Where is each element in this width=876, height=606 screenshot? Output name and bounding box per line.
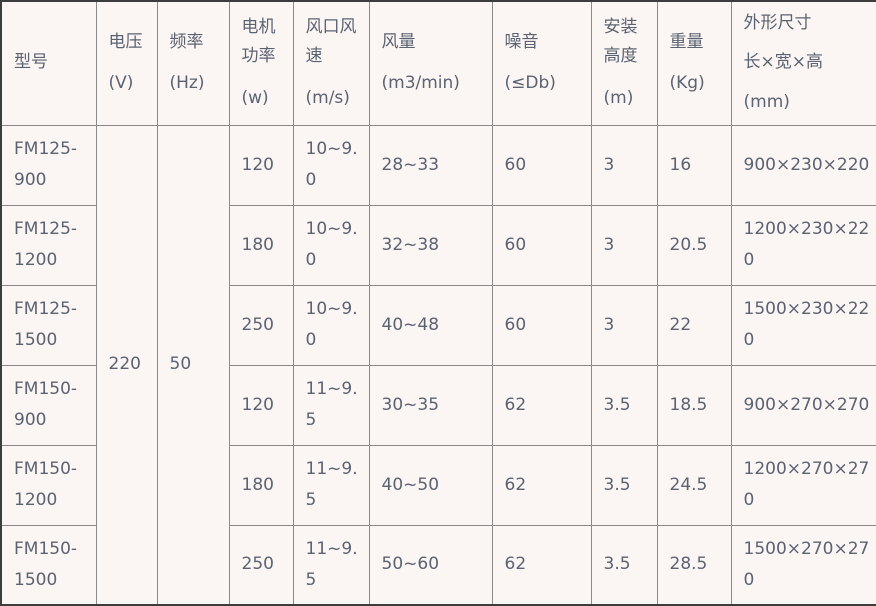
- cell-weight: 28.5: [656, 524, 732, 606]
- column-unit: (≤Db): [504, 73, 556, 94]
- column-unit: (m): [603, 88, 634, 109]
- cell-noise: 60: [491, 204, 592, 286]
- cell-wind-speed: 10~9.0: [292, 204, 370, 286]
- column-label: 电压: [108, 31, 143, 52]
- cell-power: 250: [228, 524, 294, 606]
- col-header-frequency: 频率 (Hz): [156, 0, 230, 126]
- cell-dimensions: 1500×270×270: [730, 524, 876, 606]
- cell-noise: 62: [491, 524, 592, 606]
- cell-wind-speed: 11~9.5: [292, 364, 370, 446]
- cell-air-volume: 28~33: [368, 124, 493, 206]
- cell-model: FM150-1200: [0, 444, 97, 526]
- cell-power: 180: [228, 444, 294, 526]
- cell-weight: 20.5: [656, 204, 732, 286]
- cell-model: FM125-1200: [0, 204, 97, 286]
- cell-model: FM150-1500: [0, 524, 97, 606]
- cell-install-height: 3.5: [590, 364, 658, 446]
- table-row: FM125-900 220 50 120 10~9.0 28~33 60 3 16 900×230…: [0, 124, 876, 606]
- cell-noise: 62: [491, 444, 592, 526]
- cell-power: 250: [228, 284, 294, 366]
- col-header-model: 型号: [0, 0, 97, 126]
- cell-weight: 16: [656, 124, 732, 206]
- cell-power: 120: [228, 124, 294, 206]
- header-row: 型号 电压 (V) 频率 (Hz) 电机功率 (w) 风口风速 (m/s): [0, 0, 876, 126]
- cell-install-height: 3.5: [590, 444, 658, 526]
- cell-air-volume: 40~50: [368, 444, 493, 526]
- cell-dimensions: 1500×230×220: [730, 284, 876, 366]
- column-label: 重量: [669, 31, 704, 52]
- cell-install-height: 3.5: [590, 524, 658, 606]
- column-label: 外形尺寸: [743, 12, 812, 33]
- cell-air-volume: 30~35: [368, 364, 493, 446]
- cell-model: FM125-1500: [0, 284, 97, 366]
- cell-voltage-merged: 220: [95, 124, 158, 606]
- cell-noise: 60: [491, 124, 592, 206]
- column-unit: (Hz): [169, 73, 205, 94]
- cell-model: FM125-900: [0, 124, 97, 206]
- column-unit: (w): [241, 88, 269, 109]
- column-label: 噪音: [504, 31, 539, 52]
- table-row: FM125-1500 250 10~9.0 40~48 60 3 22 1500×230×22…: [0, 284, 876, 366]
- cell-power: 120: [228, 364, 294, 446]
- column-unit: (Kg): [669, 73, 705, 94]
- spec-table-body: FM125-900 220 50 120 10~9.0 28~33 60 3 16 900×230…: [0, 124, 876, 606]
- cell-air-volume: 40~48: [368, 284, 493, 366]
- cell-install-height: 3: [590, 204, 658, 286]
- column-label: 安装高度: [603, 16, 638, 67]
- col-header-weight: 重量 (Kg): [656, 0, 732, 126]
- table-header: 型号 电压 (V) 频率 (Hz) 电机功率 (w) 风口风速 (m/s): [0, 0, 876, 126]
- col-header-voltage: 电压 (V): [95, 0, 158, 126]
- cell-wind-speed: 10~9.0: [292, 124, 370, 206]
- cell-dimensions: 900×230×220: [730, 124, 876, 206]
- table-row: FM150-900 120 11~9.5 30~35 62 3.5 18.5 900×270×…: [0, 364, 876, 446]
- cell-install-height: 3: [590, 124, 658, 206]
- table-row: FM150-1500 250 11~9.5 50~60 62 3.5 28.5 1500×27…: [0, 524, 876, 606]
- table-row: FM150-1200 180 11~9.5 40~50 62 3.5 24.5 1200×27…: [0, 444, 876, 526]
- col-header-air-volume: 风量 (m3/min): [368, 0, 493, 126]
- col-header-noise: 噪音 (≤Db): [491, 0, 592, 126]
- cell-noise: 62: [491, 364, 592, 446]
- cell-power: 180: [228, 204, 294, 286]
- column-unit: (m/s): [305, 88, 350, 109]
- col-header-dimensions: 外形尺寸 长×宽×高 (mm): [730, 0, 876, 126]
- cell-install-height: 3: [590, 284, 658, 366]
- column-unit: (mm): [743, 92, 790, 113]
- cell-frequency-merged: 50: [156, 124, 230, 606]
- col-header-install-height: 安装高度 (m): [590, 0, 658, 126]
- column-label: 电机功率: [241, 16, 276, 67]
- col-header-wind-speed: 风口风速 (m/s): [292, 0, 370, 126]
- cell-noise: 60: [491, 284, 592, 366]
- cell-dimensions: 1200×230×220: [730, 204, 876, 286]
- cell-dimensions: 1200×270×270: [730, 444, 876, 526]
- cell-weight: 24.5: [656, 444, 732, 526]
- column-label: 风量: [381, 31, 416, 52]
- col-header-power: 电机功率 (w): [228, 0, 294, 126]
- cell-air-volume: 32~38: [368, 204, 493, 286]
- table-row: FM125-1200 180 10~9.0 32~38 60 3 20.5 1200×230×…: [0, 204, 876, 286]
- cell-weight: 22: [656, 284, 732, 366]
- cell-dimensions: 900×270×270: [730, 364, 876, 446]
- cell-wind-speed: 11~9.5: [292, 444, 370, 526]
- column-unit: (m3/min): [381, 73, 460, 94]
- column-label: 风口风速: [305, 16, 357, 67]
- column-unit: (V): [108, 73, 134, 94]
- column-label: 频率: [169, 31, 204, 52]
- column-label: 型号: [14, 52, 48, 73]
- cell-model: FM150-900: [0, 364, 97, 446]
- cell-air-volume: 50~60: [368, 524, 493, 606]
- column-sub-label: 长×宽×高: [743, 52, 824, 73]
- cell-wind-speed: 10~9.0: [292, 284, 370, 366]
- cell-wind-speed: 11~9.5: [292, 524, 370, 606]
- cell-weight: 18.5: [656, 364, 732, 446]
